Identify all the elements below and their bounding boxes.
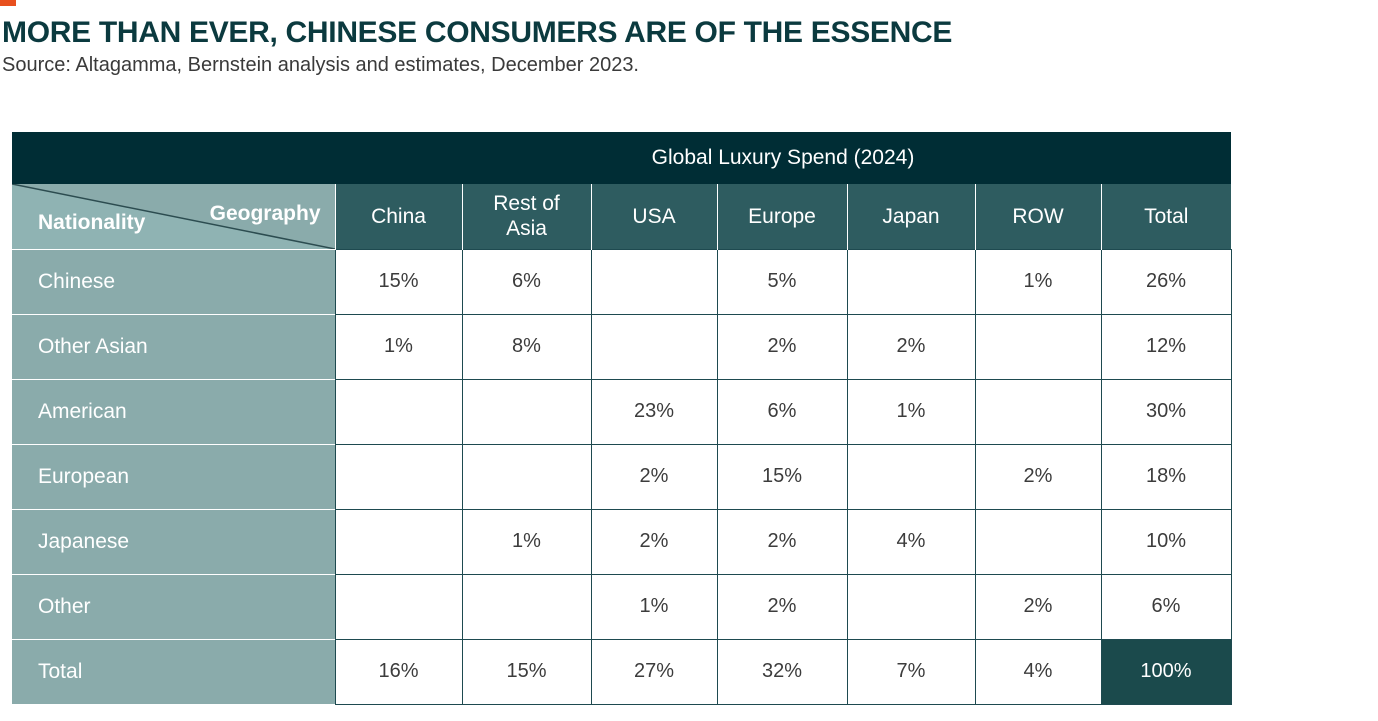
data-cell: 1% xyxy=(461,508,592,575)
data-cell: 6% xyxy=(716,378,848,445)
column-header: Total xyxy=(1100,184,1231,249)
table-row: European 2% 15% 2% 18% xyxy=(12,443,1232,510)
table-row: American 23% 6% 1% 30% xyxy=(12,378,1232,445)
table-row: Other 1% 2% 2% 6% xyxy=(12,573,1232,640)
data-cell: 27% xyxy=(590,638,718,705)
data-cell xyxy=(461,378,592,445)
data-cell xyxy=(974,508,1102,575)
data-cell: 7% xyxy=(846,638,976,705)
page-title: MORE THAN EVER, CHINESE CONSUMERS ARE OF… xyxy=(2,16,953,49)
axis-corner: Geography Nationality xyxy=(12,184,335,249)
data-cell xyxy=(974,313,1102,380)
data-cell: 15% xyxy=(461,638,592,705)
banner-spacer xyxy=(12,132,335,184)
data-cell: 4% xyxy=(974,638,1102,705)
data-cell: 15% xyxy=(716,443,848,510)
data-cell xyxy=(846,573,976,640)
data-cell xyxy=(590,313,718,380)
data-cell: 8% xyxy=(461,313,592,380)
data-cell: 2% xyxy=(590,443,718,510)
row-label: Other xyxy=(12,573,335,639)
table-body: Chinese 15% 6% 5% 1% 26% Other Asian 1% 8% 2% 2% 12… xyxy=(12,248,1232,705)
data-cell: 30% xyxy=(1100,378,1232,445)
data-cell: 12% xyxy=(1100,313,1232,380)
row-label: American xyxy=(12,378,335,444)
data-cell: 2% xyxy=(716,508,848,575)
data-cell: 6% xyxy=(1100,573,1232,640)
data-cell: 26% xyxy=(1100,248,1232,315)
column-header-row: Geography Nationality China Rest of Asia U… xyxy=(12,184,1231,249)
data-cell: 2% xyxy=(974,443,1102,510)
column-header: USA xyxy=(590,184,717,249)
column-header: Japan xyxy=(846,184,975,249)
table-row: Chinese 15% 6% 5% 1% 26% xyxy=(12,248,1232,315)
table-row: Total 16% 15% 27% 32% 7% 4% 100% xyxy=(12,638,1232,705)
data-cell: 16% xyxy=(334,638,463,705)
source-note: Source: Altagamma, Bernstein analysis an… xyxy=(2,54,639,76)
data-cell xyxy=(461,573,592,640)
table-banner-row: Global Luxury Spend (2024) xyxy=(12,132,1231,184)
table-title: Global Luxury Spend (2024) xyxy=(335,132,1231,184)
column-header: ROW xyxy=(974,184,1101,249)
data-cell: 23% xyxy=(590,378,718,445)
row-label: Other Asian xyxy=(12,313,335,379)
column-header: China xyxy=(334,184,462,249)
data-cell: 1% xyxy=(334,313,463,380)
row-label: Japanese xyxy=(12,508,335,574)
corner-diagonal xyxy=(12,184,335,249)
grand-total-cell: 100% xyxy=(1100,638,1232,705)
table-row: Japanese 1% 2% 2% 4% 10% xyxy=(12,508,1232,575)
data-cell xyxy=(846,443,976,510)
data-cell: 1% xyxy=(846,378,976,445)
data-cell: 2% xyxy=(716,573,848,640)
data-cell: 4% xyxy=(846,508,976,575)
data-cell: 2% xyxy=(716,313,848,380)
data-cell xyxy=(334,508,463,575)
data-cell: 2% xyxy=(590,508,718,575)
data-cell: 32% xyxy=(716,638,848,705)
data-cell: 1% xyxy=(974,248,1102,315)
data-cell xyxy=(461,443,592,510)
data-cell: 10% xyxy=(1100,508,1232,575)
row-label: European xyxy=(12,443,335,509)
column-header: Europe xyxy=(716,184,847,249)
nationality-axis-label: Nationality xyxy=(38,210,146,234)
table-row: Other Asian 1% 8% 2% 2% 12% xyxy=(12,313,1232,380)
data-cell xyxy=(846,248,976,315)
data-cell: 5% xyxy=(716,248,848,315)
accent-mark xyxy=(0,0,16,6)
data-cell xyxy=(334,378,463,445)
data-cell: 1% xyxy=(590,573,718,640)
data-cell: 2% xyxy=(974,573,1102,640)
row-label: Total xyxy=(12,638,335,704)
data-cell xyxy=(590,248,718,315)
data-cell xyxy=(334,443,463,510)
data-cell: 18% xyxy=(1100,443,1232,510)
column-header: Rest of Asia xyxy=(461,184,591,249)
data-cell: 15% xyxy=(334,248,463,315)
luxury-spend-table: Global Luxury Spend (2024) Geography Nat… xyxy=(12,132,1232,705)
row-label: Chinese xyxy=(12,248,335,314)
data-cell xyxy=(334,573,463,640)
data-cell: 2% xyxy=(846,313,976,380)
data-cell xyxy=(974,378,1102,445)
geography-axis-label: Geography xyxy=(209,202,321,225)
data-cell: 6% xyxy=(461,248,592,315)
